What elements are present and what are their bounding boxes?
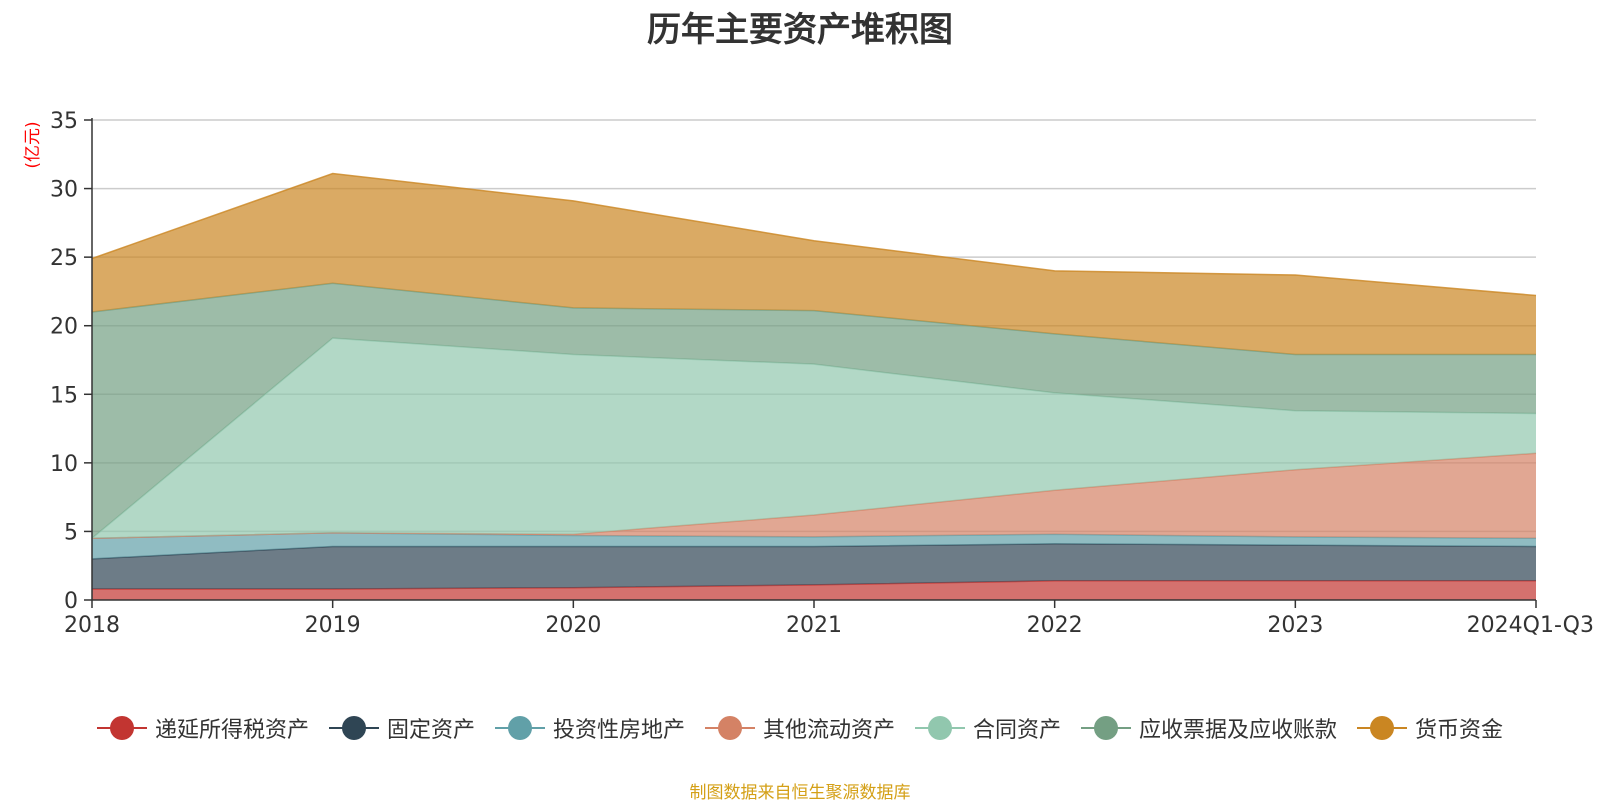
area-series-3 [92, 453, 1536, 539]
legend-marker-icon [915, 716, 965, 740]
axes: 0 5 10 15 20 25 30 35 2018 2019 2020 2021 2022 2023 20… [50, 109, 1594, 638]
legend-label: 递延所得税资产 [154, 718, 309, 743]
legend-item-6[interactable]: 货币资金 [1357, 712, 1503, 744]
y-tick-label: 5 [64, 520, 78, 545]
y-tick-label: 25 [50, 246, 78, 271]
legend-label: 固定资产 [386, 718, 475, 743]
legend-marker-icon [1081, 716, 1132, 740]
area-series-1 [92, 543, 1536, 589]
legend-marker-icon [494, 716, 545, 740]
legend-marker-icon [704, 716, 755, 740]
x-tick-label: 2020 [545, 613, 601, 638]
y-axis-unit-label: (亿元) [23, 121, 43, 168]
legend-item-0[interactable]: 递延所得税资产 [96, 712, 309, 744]
x-tick-label: 2018 [64, 613, 120, 638]
y-tick-label: 20 [50, 315, 78, 340]
x-tick-label: 2024Q1-Q3 [1467, 613, 1594, 638]
legend-marker-icon [96, 716, 147, 740]
y-tick-label: 30 [50, 178, 78, 203]
chart-title: 历年主要资产堆积图 [647, 10, 953, 50]
area-series-2 [92, 532, 1536, 559]
area-series-edge-6 [91, 172, 1537, 297]
source-note: 制图数据来自恒生聚源数据库 [689, 783, 911, 803]
area-series-6 [92, 173, 1536, 355]
x-tick-label: 2023 [1267, 613, 1323, 638]
y-tick-label: 0 [64, 589, 78, 614]
legend-item-4[interactable]: 合同资产 [915, 712, 1061, 744]
legend-item-1[interactable]: 固定资产 [328, 712, 475, 744]
y-tick-label: 15 [50, 383, 78, 408]
y-tick-label: 35 [50, 109, 78, 134]
legend-marker-icon [328, 716, 379, 740]
legend-item-5[interactable]: 应收票据及应收账款 [1081, 712, 1337, 744]
legend-label: 其他流动资产 [762, 718, 895, 743]
legend-label: 投资性房地产 [552, 718, 685, 743]
x-tick-label: 2021 [786, 613, 842, 638]
legend-label: 合同资产 [973, 718, 1062, 743]
area-series-0 [92, 580, 1536, 600]
legend-item-2[interactable]: 投资性房地产 [494, 712, 685, 744]
legend-marker-icon [1357, 716, 1408, 740]
x-tick-label: 2019 [305, 613, 361, 638]
legend-item-3[interactable]: 其他流动资产 [704, 712, 895, 744]
legend-label: 应收票据及应收账款 [1139, 718, 1338, 743]
y-tick-label: 10 [50, 452, 78, 477]
area-series-5 [92, 283, 1536, 539]
area-series-4 [92, 338, 1536, 539]
area-series [91, 172, 1537, 600]
legend-label: 货币资金 [1415, 718, 1504, 743]
x-tick-label: 2022 [1027, 613, 1083, 638]
legend: 递延所得税资产 固定资产 投资性房地产 其他流动资产 合同资产 应收票据及应收账款 货币资金 [0, 712, 1600, 744]
